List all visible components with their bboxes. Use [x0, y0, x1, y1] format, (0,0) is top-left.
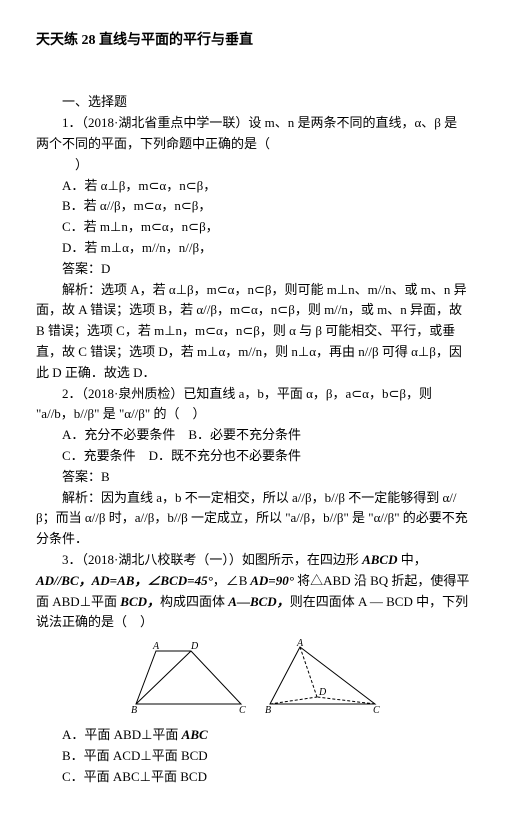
- q1-optA: A．若 α⊥β，m⊂α，n⊂β，: [62, 176, 470, 197]
- q3-s-e: ，∠B: [213, 573, 248, 588]
- q1-explanation: 解析：选项 A，若 α⊥β，m⊂α，n⊂β，则可能 m⊥n、m//n、或 m、n…: [36, 280, 470, 384]
- fig-right: A B C D: [255, 639, 385, 719]
- q3-optC: C．平面 ABC⊥平面 BCD: [62, 767, 470, 788]
- lbl-D2: D: [318, 687, 327, 698]
- q3-s-h: BCD，: [120, 594, 160, 609]
- q2-answer: 答案：B: [36, 467, 470, 488]
- q2-optCD: C．充要条件 D．既不充分也不必要条件: [62, 446, 470, 467]
- q1-stem: 1．（2018·湖北省重点中学一联）设 m、n 是两条不同的直线，α、β 是两个…: [36, 113, 470, 175]
- q1-optC: C．若 m⊥n，m⊂α，n⊂β，: [62, 217, 470, 238]
- lbl-B: B: [131, 705, 137, 716]
- q3-s-j: A—BCD，: [228, 594, 289, 609]
- section-heading: 一、选择题: [36, 92, 470, 113]
- lbl-D: D: [190, 641, 199, 652]
- q3-s-b: ABCD: [362, 552, 397, 567]
- q3-optA-t2: ABC: [182, 727, 208, 742]
- q2-optAB: A．充分不必要条件 B．必要不充分条件: [62, 425, 470, 446]
- q3-s-a: 3．（2018·湖北八校联考（一））如图所示，在四边形: [62, 552, 362, 567]
- q3-s-d: AD//BC，AD=AB，∠BCD=45°: [36, 573, 213, 588]
- lbl-B2: B: [265, 705, 271, 716]
- lbl-C: C: [239, 705, 246, 716]
- q2-explanation: 解析：因为直线 a，b 不一定相交，所以 a//β，b//β 不一定能够得到 α…: [36, 488, 470, 550]
- lbl-A2: A: [296, 639, 304, 649]
- q3-figures: A D B C A B C D: [36, 639, 470, 719]
- lbl-C2: C: [373, 705, 380, 716]
- q3-optA: A．平面 ABD⊥平面 ABC: [62, 725, 470, 746]
- q3-optB: B．平面 ACD⊥平面 BCD: [62, 746, 470, 767]
- q3-stem: 3．（2018·湖北八校联考（一））如图所示，在四边形 ABCD 中， AD//B…: [36, 550, 470, 633]
- fig-left: A D B C: [121, 639, 251, 719]
- q3-s-i: 构成四面体: [160, 594, 228, 609]
- q3-optA-t: A．平面 ABD⊥平面: [62, 727, 182, 742]
- q1-optD: D．若 m⊥α，m//n，n//β，: [62, 238, 470, 259]
- q1-stem-b: ）: [75, 157, 88, 172]
- q3-s-c: 中，: [398, 552, 427, 567]
- lbl-A: A: [152, 641, 160, 652]
- q3-s-f: AD=90°: [247, 573, 293, 588]
- q1-optB: B．若 α//β，m⊂α，n⊂β，: [62, 196, 470, 217]
- q1-stem-a: 1．（2018·湖北省重点中学一联）设 m、n 是两条不同的直线，α、β 是两个…: [36, 113, 470, 155]
- doc-title: 天天练 28 直线与平面的平行与垂直: [36, 30, 470, 52]
- q1-answer: 答案：D: [36, 259, 470, 280]
- q2-stem: 2．（2018·泉州质检）已知直线 a，b，平面 α，β，a⊂α，b⊂β，则 "…: [36, 384, 470, 426]
